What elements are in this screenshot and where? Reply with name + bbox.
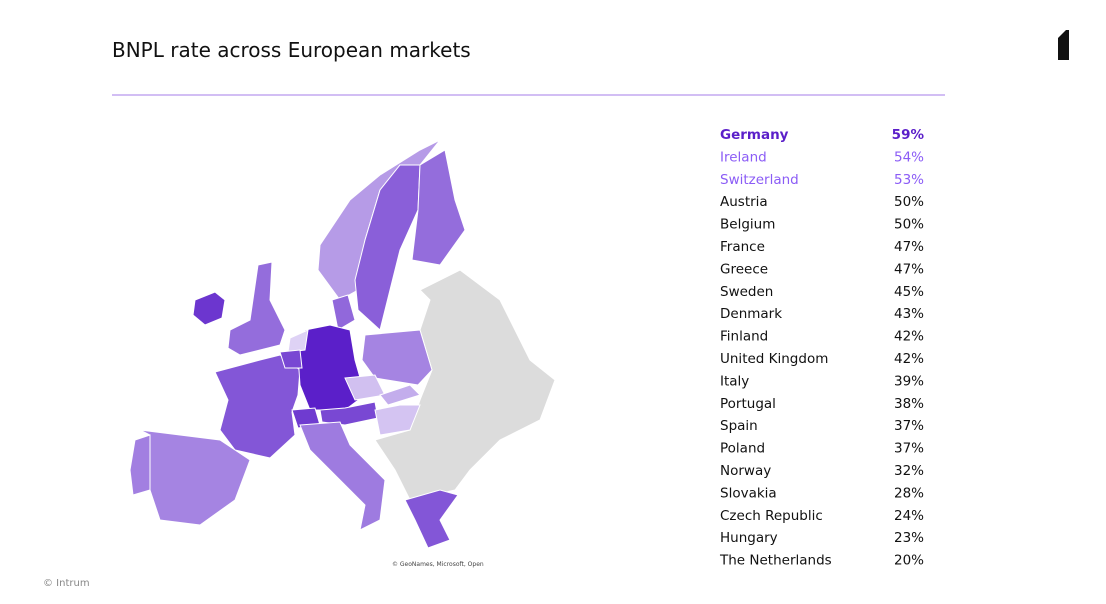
table: Germany 59% Ireland 54% Switzerland 53% Austri…	[719, 127, 924, 569]
country-value: 50%	[894, 194, 924, 210]
country-name: Finland	[720, 329, 768, 345]
country-name: Sweden	[720, 284, 773, 300]
country-value: 32%	[894, 463, 924, 479]
map	[129, 139, 556, 549]
region	[227, 261, 286, 356]
region	[279, 349, 303, 369]
region	[379, 384, 421, 406]
country-name: Norway	[720, 463, 771, 479]
region	[411, 149, 466, 266]
country-value: 37%	[894, 418, 924, 434]
copyright: © Intrum	[43, 578, 90, 589]
country-name: Germany	[720, 127, 789, 143]
country-value: 28%	[894, 485, 924, 501]
country-value: 43%	[894, 306, 924, 322]
region	[129, 434, 151, 496]
country-name: Hungary	[720, 530, 778, 546]
country-value: 54%	[894, 149, 924, 165]
country-name: France	[720, 239, 765, 255]
country-name: Italy	[720, 373, 749, 389]
country-value: 38%	[894, 396, 924, 412]
country-name: Switzerland	[720, 172, 799, 188]
country-value: 45%	[894, 284, 924, 300]
region	[192, 291, 226, 326]
country-name: Greece	[720, 261, 768, 277]
country-value: 23%	[894, 530, 924, 546]
region-no-data	[374, 269, 556, 501]
country-name: Ireland	[720, 149, 767, 165]
region	[404, 489, 459, 549]
region	[214, 354, 301, 459]
country-value: 39%	[894, 373, 924, 389]
country-value: 47%	[894, 261, 924, 277]
country-name: Czech Republic	[720, 508, 823, 524]
country-value: 59%	[892, 127, 925, 143]
region	[354, 164, 421, 331]
country-name: Austria	[720, 194, 768, 210]
country-value: 50%	[894, 217, 924, 233]
map-attribution: © GeoNames, Microsoft, Open	[392, 561, 484, 568]
country-name: Spain	[720, 418, 758, 434]
country-value: 37%	[894, 441, 924, 457]
country-name: Portugal	[720, 396, 776, 412]
region	[361, 329, 433, 386]
region	[374, 404, 421, 436]
country-value: 47%	[894, 239, 924, 255]
region	[331, 294, 356, 331]
logo	[1058, 30, 1069, 60]
country-value: 42%	[894, 329, 924, 345]
title: BNPL rate across European markets	[112, 38, 471, 62]
country-value: 20%	[894, 553, 924, 569]
region	[297, 324, 366, 411]
country-value: 42%	[894, 351, 924, 367]
region	[287, 329, 309, 353]
country-name: Belgium	[720, 217, 775, 233]
country-value: 24%	[894, 508, 924, 524]
country-name: Poland	[720, 441, 765, 457]
country-name: Denmark	[720, 306, 782, 322]
region	[299, 421, 386, 531]
country-name: United Kingdom	[720, 351, 828, 367]
country-name: Slovakia	[720, 485, 777, 501]
country-value: 53%	[894, 172, 924, 188]
country-name: The Netherlands	[719, 553, 832, 569]
